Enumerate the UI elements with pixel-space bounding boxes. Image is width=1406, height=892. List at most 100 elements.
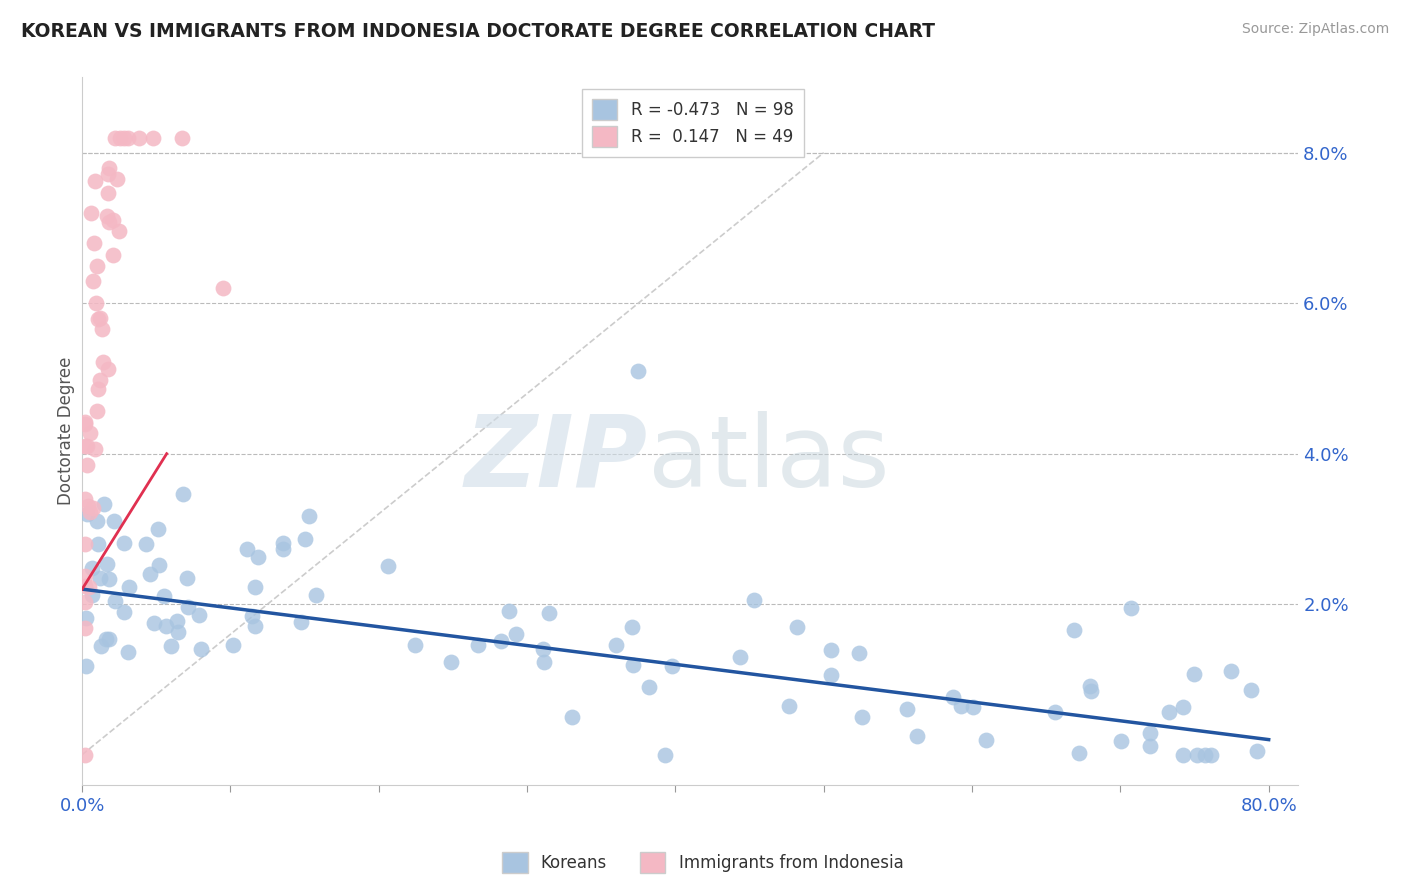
Point <box>80 588 103 602</box>
Point <box>271 541 294 556</box>
Point <box>104 130 127 145</box>
Point <box>778 699 800 714</box>
Point <box>77 580 100 594</box>
Point <box>89 311 111 326</box>
Point <box>377 558 399 573</box>
Point <box>75 579 97 593</box>
Point <box>75 747 97 762</box>
Point <box>117 645 139 659</box>
Point <box>82 560 104 574</box>
Point <box>1182 667 1205 681</box>
Point <box>97 186 120 201</box>
Point <box>86 404 108 418</box>
Point <box>1139 739 1161 753</box>
Point <box>148 558 170 572</box>
Point <box>160 640 183 654</box>
Point <box>627 364 650 378</box>
Point <box>98 632 121 646</box>
Point <box>786 620 808 634</box>
Point <box>93 497 115 511</box>
Point <box>96 209 118 223</box>
Point <box>489 633 512 648</box>
Point <box>742 593 765 607</box>
Point <box>176 570 198 584</box>
Point <box>1194 747 1216 762</box>
Point <box>104 594 127 608</box>
Point <box>79 506 101 520</box>
Point <box>1240 682 1263 697</box>
Point <box>90 322 112 336</box>
Point <box>107 171 129 186</box>
Legend: R = -0.473   N = 98, R =  0.147   N = 49: R = -0.473 N = 98, R = 0.147 N = 49 <box>582 89 803 157</box>
Point <box>661 659 683 673</box>
Point <box>304 588 326 602</box>
Point <box>1199 747 1222 762</box>
Point <box>166 625 188 640</box>
Text: Source: ZipAtlas.com: Source: ZipAtlas.com <box>1241 22 1389 37</box>
Point <box>820 642 842 657</box>
Text: ZIP: ZIP <box>464 411 648 508</box>
Point <box>187 607 209 622</box>
Point <box>87 537 110 551</box>
Point <box>82 500 104 515</box>
Point <box>153 589 176 603</box>
Point <box>103 515 125 529</box>
Point <box>86 259 108 273</box>
Point <box>176 599 198 614</box>
Point <box>142 130 165 145</box>
Point <box>94 632 117 647</box>
Point <box>112 535 135 549</box>
Y-axis label: Doctorate Degree: Doctorate Degree <box>58 357 75 505</box>
Point <box>84 296 107 310</box>
Point <box>97 167 120 181</box>
Point <box>87 382 110 396</box>
Legend: Koreans, Immigrants from Indonesia: Koreans, Immigrants from Indonesia <box>496 846 910 880</box>
Point <box>75 611 97 625</box>
Point <box>222 638 245 652</box>
Point <box>538 606 561 620</box>
Point <box>1080 684 1102 698</box>
Point <box>75 659 97 673</box>
Point <box>146 522 169 536</box>
Point <box>1109 733 1132 747</box>
Point <box>290 615 312 629</box>
Point <box>533 655 555 669</box>
Point <box>1067 747 1090 761</box>
Point <box>112 605 135 619</box>
Point <box>498 603 520 617</box>
Point <box>531 641 554 656</box>
Point <box>848 646 870 660</box>
Point <box>80 206 103 220</box>
Point <box>90 639 112 653</box>
Point <box>128 130 150 145</box>
Point <box>505 627 527 641</box>
Point <box>1246 744 1268 758</box>
Point <box>172 487 194 501</box>
Point <box>97 362 120 376</box>
Point <box>83 173 105 187</box>
Point <box>728 649 751 664</box>
Point <box>905 729 928 743</box>
Point <box>942 690 965 704</box>
Point <box>108 131 131 145</box>
Point <box>143 615 166 630</box>
Point <box>98 215 121 229</box>
Point <box>87 311 110 326</box>
Point <box>271 536 294 550</box>
Point <box>135 536 157 550</box>
Point <box>112 130 135 145</box>
Point <box>155 619 177 633</box>
Point <box>117 130 139 145</box>
Point <box>98 572 121 586</box>
Point <box>851 710 873 724</box>
Point <box>294 532 316 546</box>
Point <box>83 235 105 250</box>
Point <box>949 699 972 714</box>
Point <box>1171 699 1194 714</box>
Point <box>76 458 98 473</box>
Point <box>440 655 463 669</box>
Point <box>1043 705 1066 719</box>
Point <box>75 415 97 429</box>
Point <box>172 130 194 145</box>
Point <box>101 248 124 262</box>
